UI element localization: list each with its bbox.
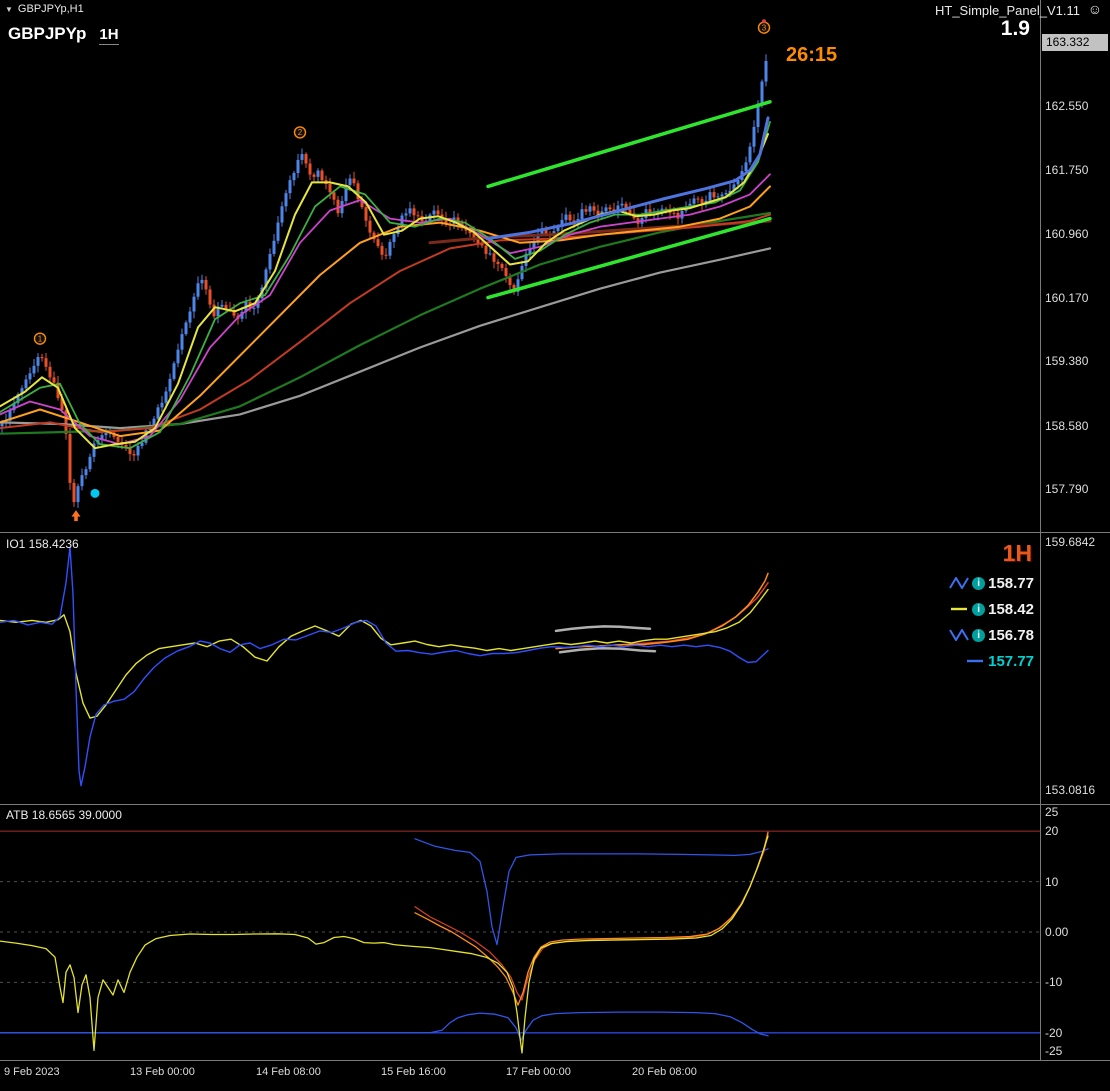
- swing-marker-2: 2: [293, 126, 307, 139]
- price-tick: 160.170: [1045, 290, 1089, 305]
- symbol-dropdown-caret-icon: ▼: [5, 4, 13, 14]
- atb-tick: 20: [1045, 824, 1059, 839]
- current-price-box: 163.332: [1042, 34, 1108, 52]
- info-icon: i: [972, 602, 986, 616]
- swing-marker-1: 1: [33, 332, 47, 345]
- legend-row: i 158.77: [949, 572, 1034, 594]
- time-label: 17 Feb 00:00: [506, 1066, 571, 1078]
- time-label: 15 Feb 16:00: [381, 1066, 446, 1078]
- price-axis-separator: [1040, 0, 1041, 1060]
- dot-marker: [90, 488, 100, 498]
- atb-blue-upper: [414, 838, 769, 946]
- price-tick: 161.750: [1045, 163, 1089, 178]
- dash-icon: [967, 659, 984, 663]
- atb-tick: -10: [1045, 975, 1063, 990]
- atb-orange: [414, 831, 769, 1006]
- atb-yellow: [0, 835, 769, 1054]
- time-label: 13 Feb 00:00: [130, 1066, 195, 1078]
- svg-text:2: 2: [298, 128, 303, 137]
- overlay-channel-lower: [486, 216, 772, 300]
- io1-panel: [0, 546, 769, 787]
- overlay-trend-blue: [485, 116, 770, 241]
- chart-symbol-label: GBPJPYp: [8, 24, 87, 43]
- info-icon: i: [972, 576, 986, 590]
- io1-yellow: [0, 588, 769, 719]
- io1-gray-b: [558, 646, 657, 654]
- atb-tick: 10: [1045, 874, 1059, 889]
- overlay-ma-red: [0, 213, 771, 434]
- svg-text:3: 3: [762, 23, 767, 32]
- overlay-ma-yellow: [0, 133, 769, 450]
- buy-arrow-icon: [71, 510, 81, 522]
- price-tick: 162.550: [1045, 98, 1089, 113]
- time-label: 20 Feb 08:00: [632, 1066, 697, 1078]
- io1-axis-min: 153.0816: [1045, 783, 1096, 797]
- atb-tick: -20: [1045, 1025, 1063, 1040]
- legend-value: 157.77: [988, 652, 1034, 670]
- overlay-channel-upper: [486, 100, 772, 189]
- symbol-selector[interactable]: ▼ GBPJPYp,H1: [5, 3, 84, 15]
- chart-symbol-title: GBPJPYp 1H: [8, 24, 119, 45]
- legend-value: 158.42: [988, 600, 1034, 618]
- atb-tick: -25: [1045, 1044, 1063, 1058]
- price-tick: 158.580: [1045, 418, 1089, 433]
- time-axis: 9 Feb 2023 13 Feb 00:00 14 Feb 08:00 15 Feb…: [0, 1063, 1110, 1091]
- overlay-ma-gray: [0, 247, 772, 430]
- indicator-panel-name: HT_Simple_Panel_V1.11: [934, 3, 1080, 18]
- atb-panel: [0, 830, 1040, 1054]
- io1-legend: i 158.77 i 158.42 i 156.78 157.77: [949, 572, 1034, 676]
- legend-value: 158.77: [988, 574, 1034, 592]
- io1-indicator-label: IO1 158.4236: [6, 537, 79, 551]
- panel-separator-1[interactable]: [0, 532, 1110, 533]
- spread-value: 1.9: [1000, 17, 1030, 40]
- io1-blue: [0, 546, 769, 787]
- atb-tick: 0.00: [1045, 925, 1069, 939]
- atb-blue-lower: [0, 1011, 769, 1042]
- io1-timeframe-badge: 1H: [1002, 540, 1032, 566]
- titlebar-symbol: GBPJPYp,H1: [17, 3, 84, 15]
- chart-timeframe-label: 1H: [99, 26, 119, 45]
- candle-countdown-timer: 26:15: [786, 44, 838, 66]
- zigzag-down-icon: [949, 629, 969, 641]
- atb-indicator-label: ATB 18.6565 39.0000: [6, 808, 122, 822]
- info-icon: i: [972, 628, 986, 642]
- atb-red: [414, 833, 769, 1001]
- time-label: 9 Feb 2023: [4, 1066, 60, 1078]
- overlay-ma-darkgreen: [0, 211, 772, 435]
- io1-gray-a: [554, 625, 652, 633]
- atb-tick: 25: [1045, 805, 1059, 819]
- price-tick: 157.790: [1045, 482, 1089, 497]
- svg-text:1: 1: [38, 334, 43, 343]
- io1-orange: [555, 572, 769, 650]
- time-axis-separator: [0, 1060, 1110, 1061]
- legend-row: i 156.78: [949, 624, 1034, 646]
- dash-icon: [951, 607, 968, 611]
- zigzag-up-icon: [949, 577, 969, 589]
- overlay-ma-orange: [0, 185, 771, 438]
- smiley-icon: ☺: [1087, 1, 1102, 17]
- io1-axis-max: 159.6842: [1045, 535, 1096, 549]
- panel-separator-2[interactable]: [0, 804, 1110, 805]
- overlay-ma-green: [0, 121, 771, 450]
- markers-layer: 1 2 3: [33, 19, 771, 522]
- legend-row: i 158.42: [949, 598, 1034, 620]
- legend-row: 157.77: [965, 650, 1034, 672]
- price-tick: 160.960: [1045, 226, 1089, 241]
- main-price-panel: [0, 54, 772, 508]
- price-tick: 159.380: [1045, 354, 1089, 369]
- time-label: 14 Feb 08:00: [256, 1066, 321, 1078]
- swing-marker-3: 3: [757, 21, 771, 34]
- legend-value: 156.78: [988, 626, 1034, 644]
- dot-marker: [762, 19, 766, 24]
